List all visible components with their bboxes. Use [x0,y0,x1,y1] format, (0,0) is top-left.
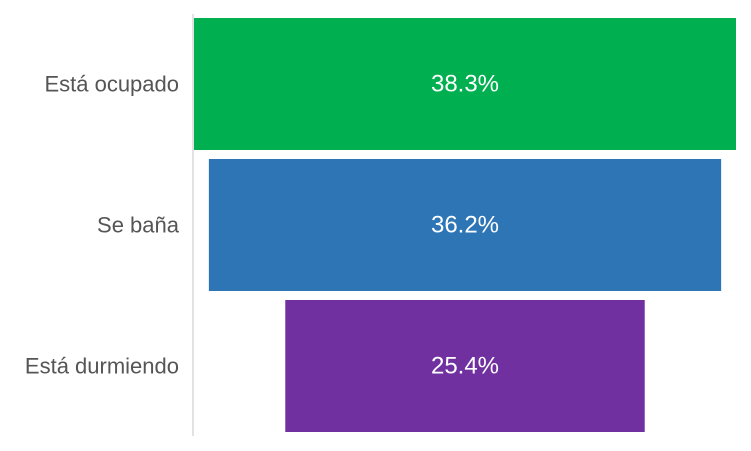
category-label-2: Se baña [97,213,180,238]
category-label-3: Está durmiendo [25,354,179,379]
bar-3 [285,300,645,432]
bar-2 [208,159,722,291]
bar-1 [194,18,736,150]
category-label-1: Está ocupado [44,72,179,97]
data-label-2: 36.2% [431,212,499,239]
data-label-1: 38.3% [431,71,499,98]
data-label-3: 25.4% [431,353,499,380]
